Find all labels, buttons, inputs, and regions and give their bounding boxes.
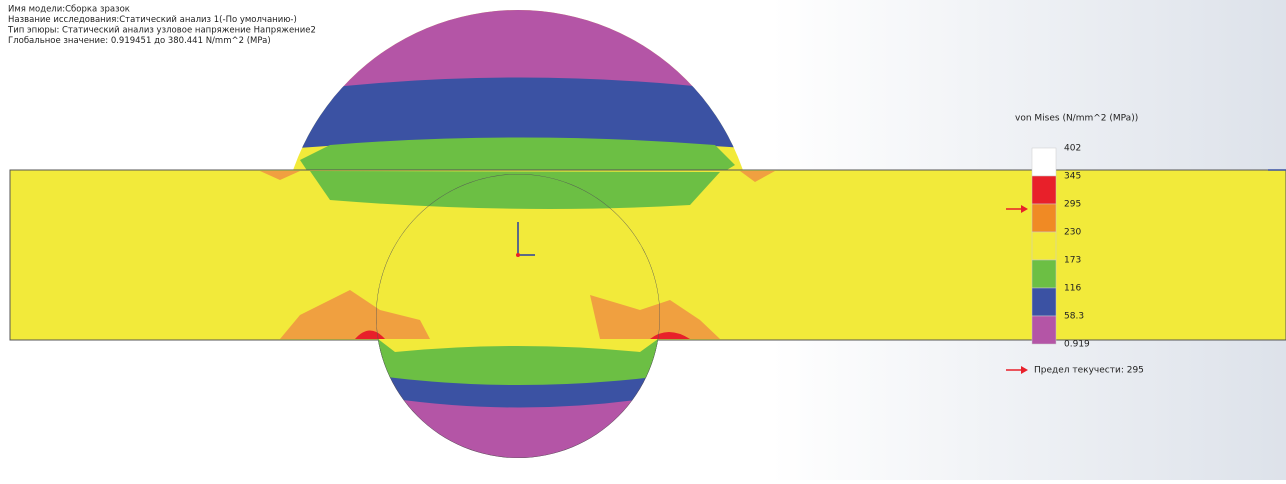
legend-band bbox=[1031, 231, 1057, 261]
header-line: Тип эпюры: Статический анализ узловое на… bbox=[7, 26, 316, 36]
legend-level: 0.919 bbox=[1064, 340, 1090, 350]
header-line: Имя модели:Сборка зразок bbox=[8, 5, 130, 15]
yield-arrow bbox=[1021, 205, 1028, 213]
axis-triad bbox=[516, 222, 535, 257]
legend-level: 230 bbox=[1064, 228, 1081, 238]
yield-note-arrow bbox=[1021, 366, 1028, 374]
legend-level: 345 bbox=[1064, 172, 1081, 182]
legend-level: 116 bbox=[1064, 284, 1081, 294]
orange-zone bbox=[280, 290, 720, 339]
legend-level: 173 bbox=[1064, 256, 1081, 266]
header-line: Глобальное значение: 0.919451 до 380.441… bbox=[8, 36, 271, 46]
legend-band bbox=[1031, 147, 1057, 177]
legend-band bbox=[1031, 287, 1057, 317]
header-line: Название исследования:Статический анализ… bbox=[8, 15, 297, 25]
legend-level: 58.3 bbox=[1064, 312, 1084, 322]
legend: von Mises (N/mm^2 (MPa)) 402 345 295 230 173… bbox=[1006, 114, 1144, 376]
legend-band bbox=[1031, 315, 1057, 345]
red-zone bbox=[355, 330, 690, 339]
yield-note: Предел текучести: 295 bbox=[1034, 366, 1144, 376]
legend-level: 402 bbox=[1064, 144, 1081, 154]
legend-band bbox=[1031, 203, 1057, 233]
legend-level: 295 bbox=[1064, 200, 1081, 210]
green-zone bbox=[310, 171, 720, 209]
legend-band bbox=[1031, 175, 1057, 205]
legend-band bbox=[1031, 259, 1057, 289]
legend-title: von Mises (N/mm^2 (MPa)) bbox=[1015, 114, 1138, 124]
